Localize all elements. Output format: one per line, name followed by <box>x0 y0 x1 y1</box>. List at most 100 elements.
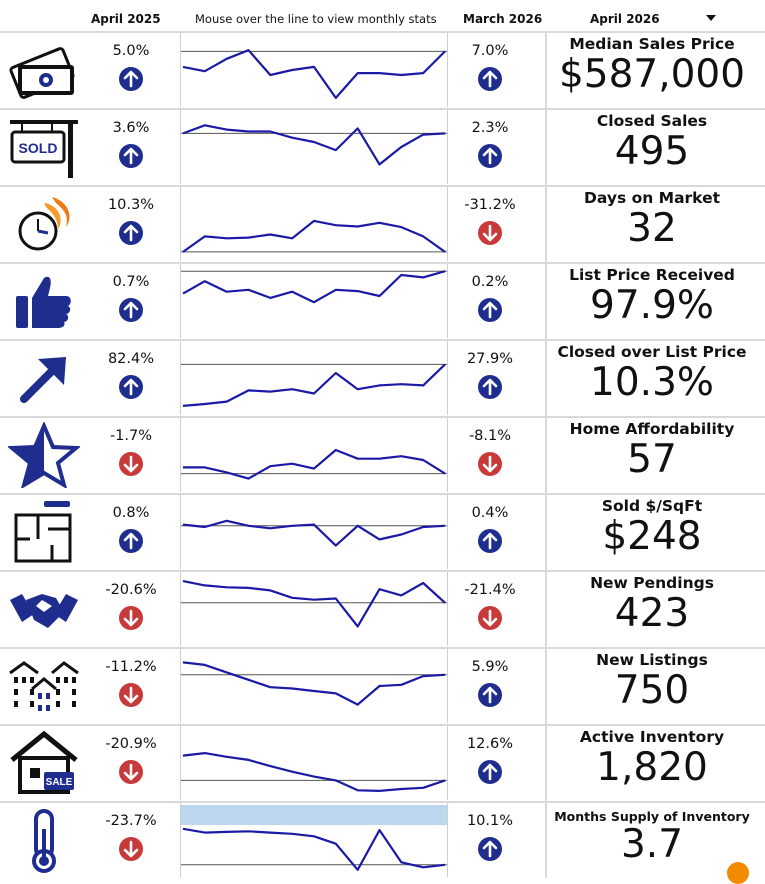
metric-value: $587,000 <box>558 52 746 97</box>
metric-value: 750 <box>614 668 690 713</box>
prior-month-change: 0.4% <box>471 505 509 521</box>
metric-row: 10.3% -31.2% Days on Market 32 <box>0 185 765 262</box>
metric-panel: Sold $/SqFt $248 <box>545 493 757 570</box>
arrow-up-icon <box>478 529 502 553</box>
prior-year-change: -1.7% <box>109 428 153 444</box>
arrow-up-icon <box>478 375 502 399</box>
help-bubble-icon[interactable] <box>727 862 749 884</box>
star-icon <box>6 420 82 490</box>
chevron-down-icon[interactable] <box>706 15 716 21</box>
trend-sparkline[interactable] <box>180 33 448 107</box>
metric-panel: New Listings 750 <box>545 647 757 724</box>
prior-month-change: -8.1% <box>468 428 512 444</box>
trend-sparkline[interactable] <box>180 726 448 800</box>
metric-row: -20.6% -21.4% New Pendings 423 <box>0 570 765 647</box>
prior-month-change: 12.6% <box>466 736 514 752</box>
trend-sparkline[interactable] <box>180 264 448 338</box>
metric-panel: Months Supply of Inventory 3.7 <box>545 801 757 878</box>
row-divider <box>0 493 765 495</box>
metric-panel: Days on Market 32 <box>545 185 757 262</box>
prior-month-change: 2.3% <box>471 120 509 136</box>
row-divider <box>0 647 765 649</box>
trend-sparkline[interactable] <box>180 803 448 877</box>
metric-row: SOLD 3.6% 2.3% Closed Sales 495 <box>0 108 765 185</box>
metric-panel: New Pendings 423 <box>545 570 757 647</box>
metric-row: -23.7% 10.1% Months Supply of Inventory 3… <box>0 801 765 878</box>
prior-month-change: 10.1% <box>466 813 514 829</box>
metric-row: 0.7% 0.2% List Price Received 97.9% <box>0 262 765 339</box>
metric-value: 1,820 <box>596 745 708 790</box>
prior-year-change: 82.4% <box>107 351 155 367</box>
prior-year-change: -20.6% <box>105 582 157 598</box>
arrow-down-icon <box>478 221 502 245</box>
buildings-icon <box>8 653 80 719</box>
metric-title: List Price Received <box>569 266 735 284</box>
arrow-up-icon <box>119 67 143 91</box>
period-select[interactable]: April 2026 <box>590 12 660 26</box>
prior-month-change: 7.0% <box>471 43 509 59</box>
metric-row: 5.0% 7.0% Median Sales Price $587,000 <box>0 31 765 108</box>
row-divider <box>0 262 765 264</box>
arrow-down-icon <box>119 452 143 476</box>
arrow-down-icon <box>119 837 143 861</box>
metric-title: Sold $/SqFt <box>601 497 703 515</box>
prior-month-change: -31.2% <box>464 197 516 213</box>
sold-sign-icon: SOLD <box>8 114 80 180</box>
arrow-up-icon <box>478 298 502 322</box>
metric-panel: Closed Sales 495 <box>545 108 757 185</box>
metric-title: New Pendings <box>590 574 714 592</box>
arrow-up-icon <box>478 683 502 707</box>
metric-title: Closed Sales <box>596 112 708 130</box>
metric-panel: List Price Received 97.9% <box>545 262 757 339</box>
sparkline-hint: Mouse over the line to view monthly stat… <box>195 12 437 26</box>
prior-year-change: 3.6% <box>112 120 150 136</box>
metric-value: 32 <box>627 206 677 251</box>
arrow-down-icon <box>119 683 143 707</box>
metric-title: New Listings <box>596 651 708 669</box>
prior-year-change: -23.7% <box>105 813 157 829</box>
trend-sparkline[interactable] <box>180 572 448 646</box>
row-divider <box>0 108 765 110</box>
handshake-icon <box>8 576 80 642</box>
row-divider <box>0 339 765 341</box>
metric-value: 97.9% <box>590 283 714 328</box>
metric-value: 57 <box>627 437 677 482</box>
metric-row: 0.8% 0.4% Sold $/SqFt $248 <box>0 493 765 570</box>
row-divider <box>0 416 765 418</box>
metric-value: 10.3% <box>590 360 714 405</box>
arrow-up-icon <box>119 298 143 322</box>
arrow-up-icon <box>478 760 502 784</box>
metric-title: Active Inventory <box>579 728 725 746</box>
row-divider <box>0 801 765 803</box>
trend-sparkline[interactable] <box>180 649 448 723</box>
prior-year-change: -20.9% <box>105 736 157 752</box>
metric-value: 495 <box>614 129 690 174</box>
stopwatch-icon <box>8 191 80 257</box>
trend-sparkline[interactable] <box>180 418 448 492</box>
thermometer-icon <box>8 807 80 873</box>
arrow-up-icon <box>478 837 502 861</box>
prior-year-change: -11.2% <box>105 659 157 675</box>
metric-row: SALE -20.9% 12.6% Active Inventory 1,820 <box>0 724 765 801</box>
prior-year-change: 5.0% <box>112 43 150 59</box>
trend-sparkline[interactable] <box>180 187 448 261</box>
trend-sparkline[interactable] <box>180 341 448 415</box>
metric-row: -11.2% 5.9% New Listings 750 <box>0 647 765 724</box>
floor-plan-icon <box>8 499 80 565</box>
row-divider <box>0 31 765 33</box>
header-bar: April 2025 Mouse over the line to view m… <box>0 0 765 36</box>
thumbs-up-icon <box>8 268 80 334</box>
arrow-up-icon <box>119 221 143 245</box>
metric-value: 423 <box>614 591 690 636</box>
metric-panel: Closed over List Price 10.3% <box>545 339 757 416</box>
arrow-up-icon <box>119 375 143 399</box>
metric-panel: Median Sales Price $587,000 <box>545 31 757 108</box>
arrow-down-icon <box>478 452 502 476</box>
trend-sparkline[interactable] <box>180 495 448 569</box>
prior-year-change: 0.8% <box>112 505 150 521</box>
row-divider <box>0 185 765 187</box>
prior-month-change: 0.2% <box>471 274 509 290</box>
arrow-up-icon <box>119 144 143 168</box>
trend-sparkline[interactable] <box>180 110 448 184</box>
arrow-down-icon <box>478 606 502 630</box>
